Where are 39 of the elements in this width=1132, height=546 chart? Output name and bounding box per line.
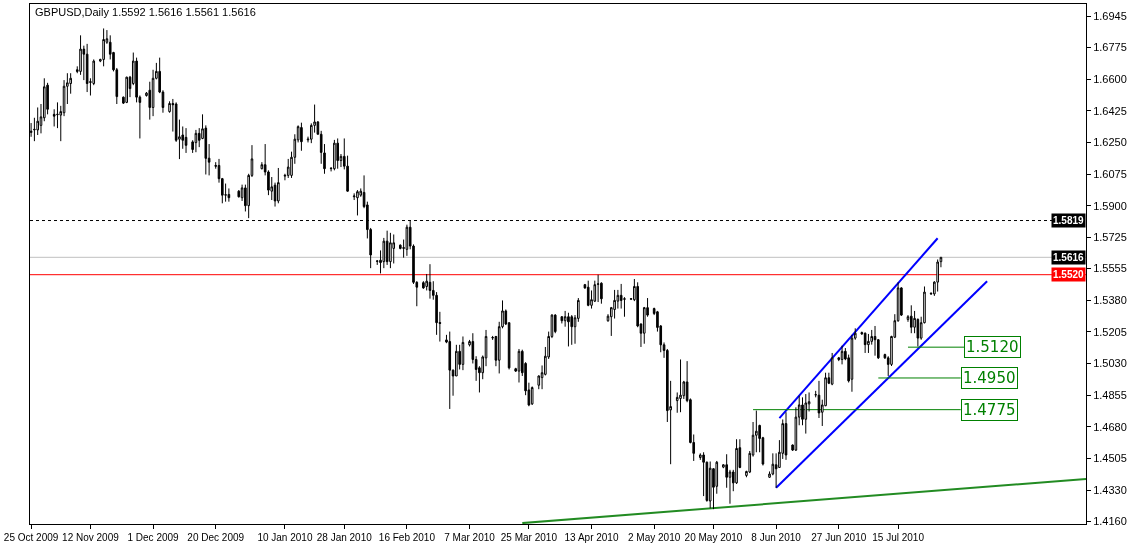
y-tick-label: 1.4505	[1093, 452, 1127, 465]
y-tick-label: 1.5725	[1093, 231, 1127, 244]
x-tick-label: 25 Oct 2009	[3, 532, 59, 543]
y-tick-label: 1.5205	[1093, 325, 1127, 338]
x-tick-label: 15 Jul 2010	[872, 532, 925, 543]
y-tick-label: 1.4160	[1093, 514, 1127, 527]
x-tick-label: 1 Dec 2009	[127, 532, 180, 543]
y-tick-label: 1.6425	[1093, 104, 1127, 117]
annotation: 1.4775	[963, 401, 1016, 419]
y-tick-label: 1.4330	[1093, 484, 1127, 497]
x-tick-label: 7 Mar 2010	[444, 532, 496, 543]
y-tick-label: 1.6945	[1093, 10, 1127, 23]
x-tick-label: 2 May 2010	[628, 532, 681, 543]
y-tick-label: 1.6600	[1093, 72, 1127, 85]
x-tick-label: 20 May 2010	[684, 532, 743, 543]
x-tick-label: 27 Jun 2010	[811, 532, 867, 543]
y-tick-label: 1.5900	[1093, 199, 1127, 212]
y-tick-label: 1.5030	[1093, 357, 1127, 370]
annotation: 1.5120	[966, 338, 1019, 356]
y-tick-label: 1.6250	[1093, 136, 1127, 149]
y-tick-label: 1.4680	[1093, 420, 1127, 433]
annotation: 1.4950	[963, 369, 1016, 387]
ref-line-label: 1.5520	[1053, 269, 1085, 280]
x-tick-label: 20 Dec 2009	[187, 532, 245, 543]
ref-line-label: 1.5616	[1053, 252, 1085, 263]
chart-title: GBPUSD,Daily 1.5592 1.5616 1.5561 1.5616	[35, 5, 256, 18]
y-tick-label: 1.5380	[1093, 293, 1127, 306]
y-tick-label: 1.4855	[1093, 389, 1127, 402]
y-tick-label: 1.6075	[1093, 167, 1127, 180]
y-tick-label: 1.5555	[1093, 262, 1127, 275]
x-tick-label: 12 Nov 2009	[62, 532, 120, 543]
x-tick-label: 8 Jun 2010	[751, 532, 802, 543]
x-tick-label: 16 Feb 2010	[378, 532, 436, 543]
x-tick-label: 28 Jan 2010	[316, 532, 373, 543]
x-tick-label: 25 Mar 2010	[500, 532, 558, 543]
ref-line-label: 1.5819	[1053, 215, 1085, 226]
x-tick-label: 10 Jan 2010	[257, 532, 313, 543]
x-tick-label: 13 Apr 2010	[564, 532, 619, 543]
y-tick-label: 1.6775	[1093, 41, 1127, 54]
